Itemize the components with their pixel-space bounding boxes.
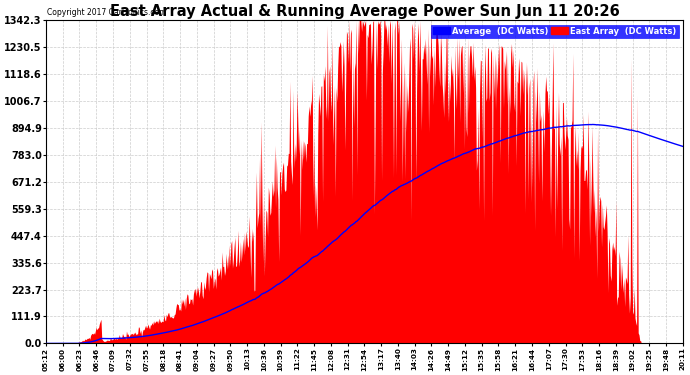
Title: East Array Actual & Running Average Power Sun Jun 11 20:26: East Array Actual & Running Average Powe…: [110, 4, 619, 19]
Text: Copyright 2017 Cartronics.com: Copyright 2017 Cartronics.com: [47, 8, 166, 17]
Legend: Average  (DC Watts), East Array  (DC Watts): Average (DC Watts), East Array (DC Watts…: [431, 24, 679, 38]
